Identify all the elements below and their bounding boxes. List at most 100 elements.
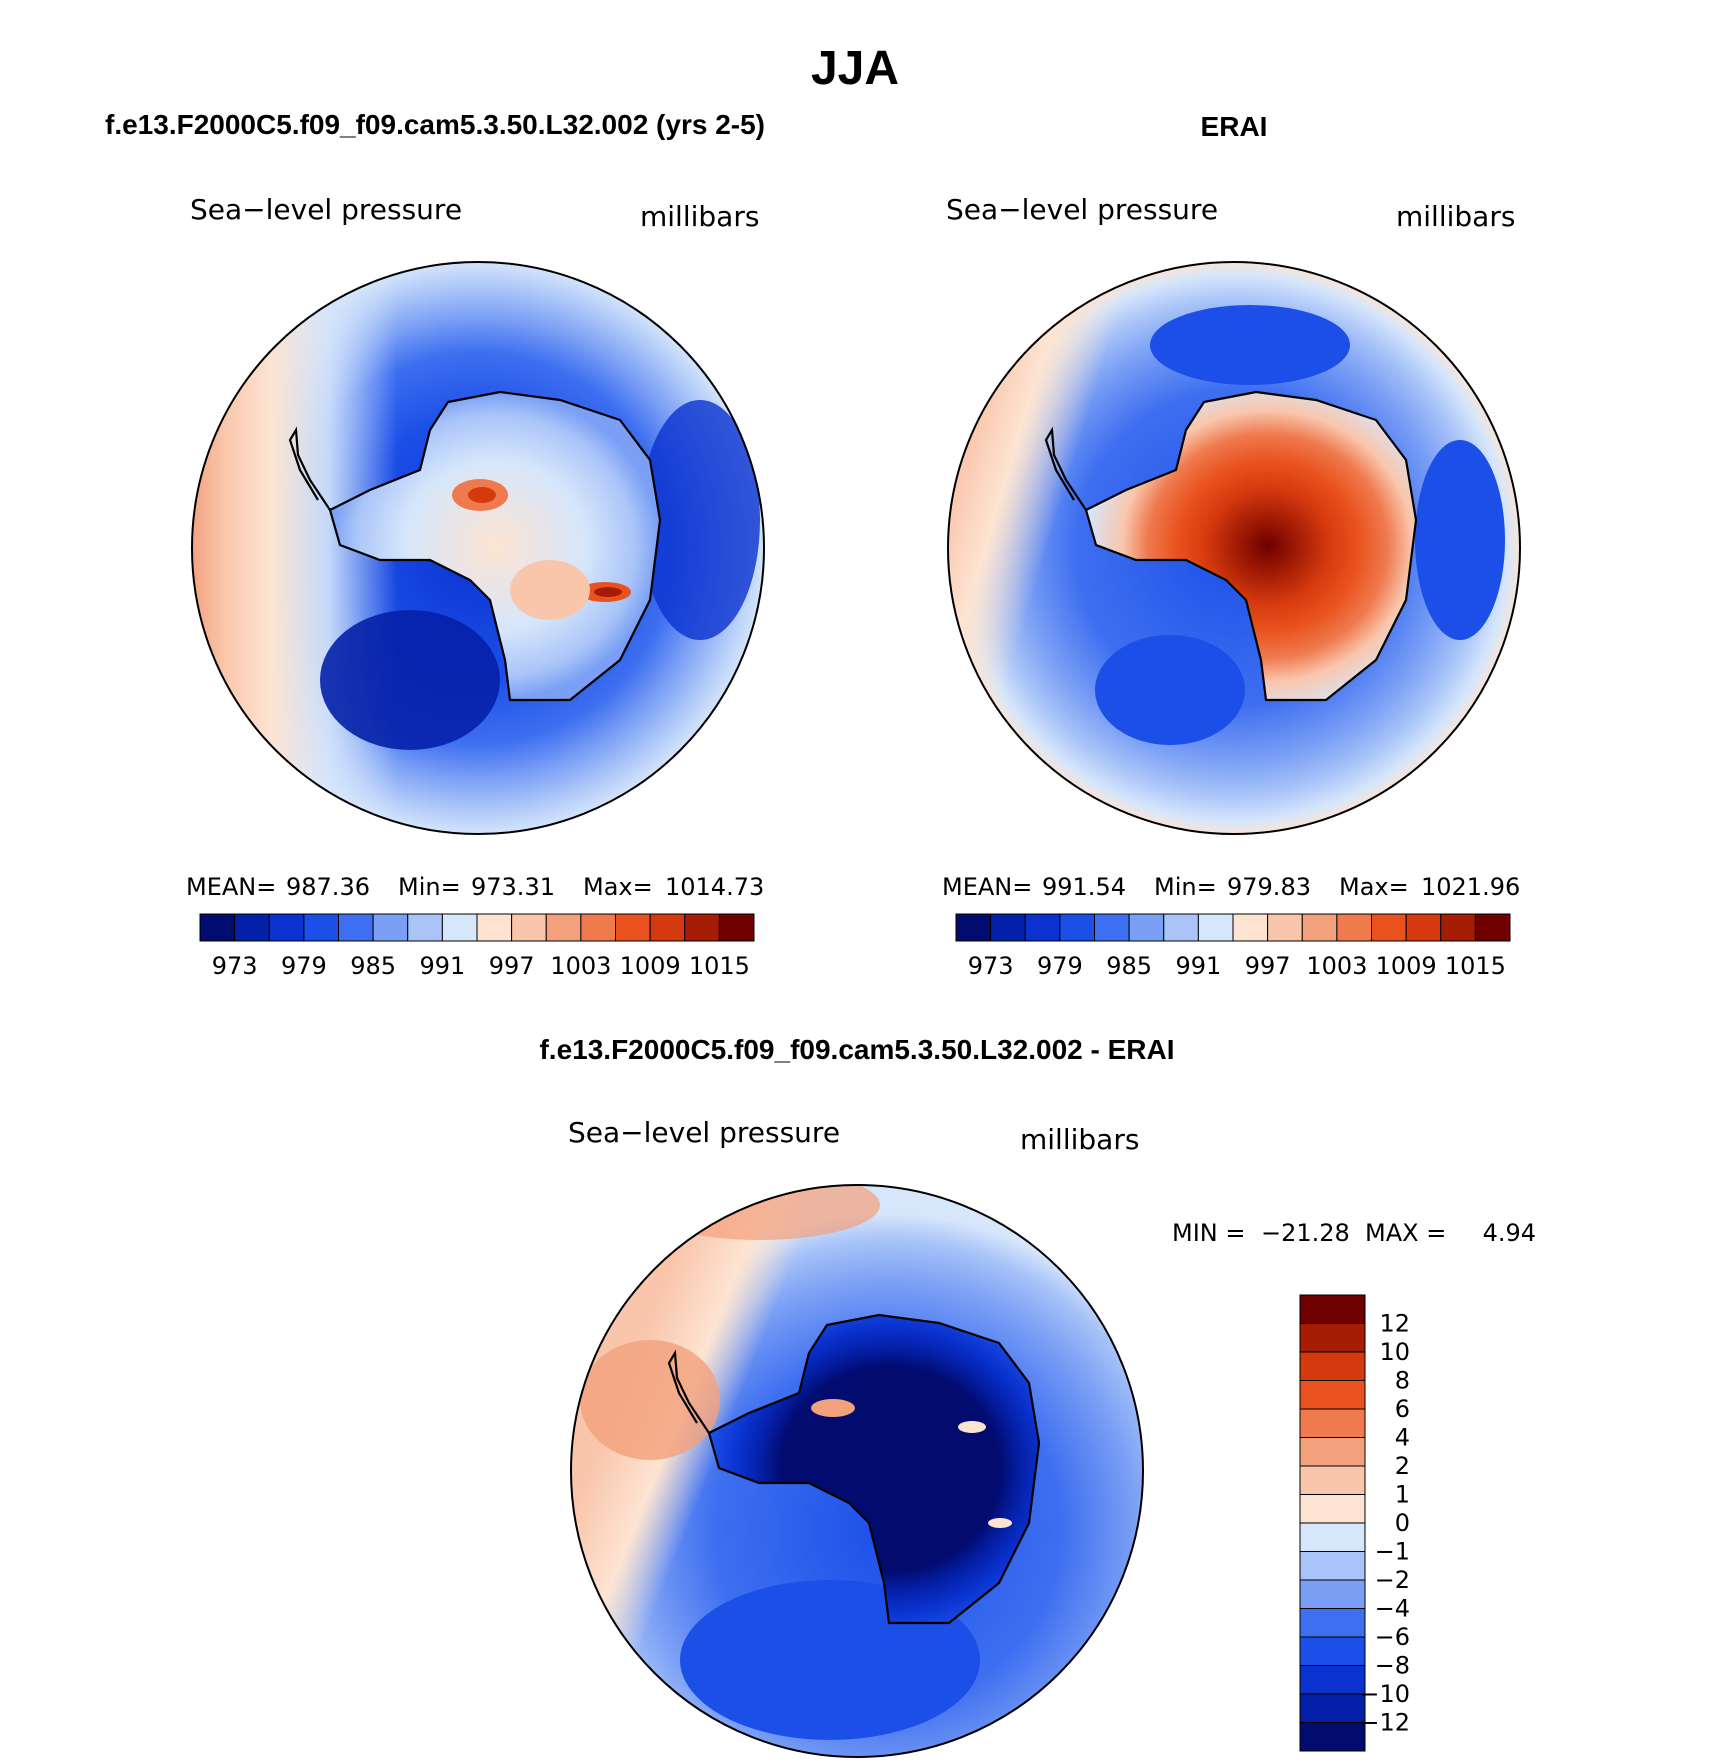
colorbar-swatch — [1299, 1551, 1366, 1581]
colorbar-swatch — [1024, 913, 1061, 942]
stat-min-value: 979.83 — [1227, 873, 1311, 901]
stat-min-value: −21.28 — [1261, 1219, 1350, 1247]
colorbar-swatch — [1059, 913, 1095, 942]
west-positive-core — [580, 1340, 720, 1460]
colorbar-tick-label: 979 — [281, 952, 327, 980]
panel-diff-border — [570, 1184, 1144, 1758]
colorbar-swatch — [1299, 1465, 1366, 1495]
colorbar-swatch — [955, 913, 992, 942]
colorbar-swatch — [545, 913, 582, 942]
colorbar-swatch — [1299, 1693, 1366, 1723]
stat-max-label: MAX = — [1365, 1219, 1446, 1247]
colorbar-tick-label: 2 — [1395, 1452, 1410, 1480]
peninsula-coastline — [667, 1349, 710, 1434]
panel-model-border — [191, 261, 765, 835]
panel-model-map — [192, 262, 764, 834]
panel-model: f.e13.F2000C5.f09_f09.cam5.3.50.L32.002 … — [105, 109, 765, 980]
positive-spot-a — [811, 1399, 855, 1417]
colorbar-swatch — [1299, 1722, 1366, 1752]
antarctica-field — [709, 1315, 1039, 1623]
colorbar-tick-label: 973 — [968, 952, 1014, 980]
peninsula-coastline — [1044, 426, 1087, 511]
panel-obs-stats: MEAN= 991.54 Min= 979.83 Max= 1021.96 — [942, 873, 1520, 901]
colorbar-tick-label: 6 — [1395, 1395, 1410, 1423]
stat-max-value: 1021.96 — [1421, 873, 1520, 901]
colorbar-swatch — [1299, 1494, 1366, 1524]
colorbar-swatch — [615, 913, 651, 942]
colorbar-tick-label: −1 — [1375, 1538, 1410, 1566]
colorbar-swatch — [684, 913, 720, 942]
panel-diff-stats: MIN = −21.28 MAX = 4.94 — [1172, 1219, 1536, 1247]
stat-mean-value: 991.54 — [1042, 873, 1126, 901]
colorbar-swatch — [338, 913, 374, 942]
colorbar-tick-label: −8 — [1375, 1652, 1410, 1680]
panel-diff-units: millibars — [1020, 1123, 1139, 1156]
stat-min-label: Min= — [1154, 873, 1217, 901]
colorbar-swatch — [1299, 1579, 1366, 1609]
colorbar-tick-label: 991 — [1175, 952, 1221, 980]
colorbar-tick-label: 1 — [1395, 1481, 1410, 1509]
stat-max-label: Max= — [583, 873, 653, 901]
colorbar-tick-label: 973 — [212, 952, 258, 980]
low-center-b — [640, 400, 760, 640]
colorbar-swatch — [1299, 1408, 1366, 1438]
colorbar-tick-label: 8 — [1395, 1367, 1410, 1395]
panel-diff-map — [571, 1185, 1143, 1757]
colorbar-tick-label: −2 — [1375, 1566, 1410, 1594]
peninsula-coastline — [288, 426, 331, 511]
land-high-a-core — [468, 487, 496, 503]
colorbar-swatch — [1405, 913, 1442, 942]
colorbar-swatch — [1301, 913, 1338, 942]
colorbar-tick-label: 1009 — [1376, 952, 1437, 980]
colorbar-swatch — [268, 913, 305, 942]
colorbar-swatch — [580, 913, 616, 942]
low-center-b — [1415, 440, 1505, 640]
colorbar-swatch — [1267, 913, 1303, 942]
colorbar-swatch — [1299, 1665, 1366, 1695]
north-positive-band — [640, 1185, 880, 1240]
antarctica-coastline — [1084, 390, 1418, 702]
colorbar-tick-label: 1003 — [550, 952, 611, 980]
colorbar-swatch — [1197, 913, 1234, 942]
colorbar-swatch — [476, 913, 513, 942]
colorbar-tick-label: 12 — [1379, 1310, 1410, 1338]
figure-title: JJA — [811, 42, 899, 95]
stat-min-value: 973.31 — [471, 873, 555, 901]
colorbar-tick-label: 997 — [1245, 952, 1291, 980]
panel-obs-map — [948, 262, 1520, 834]
colorbar-swatch — [1371, 913, 1407, 942]
colorbar-swatch — [407, 913, 443, 942]
colorbar-tick-label: 1015 — [1445, 952, 1506, 980]
panel-obs-border — [947, 261, 1521, 835]
colorbar-swatch — [1232, 913, 1269, 942]
colorbar-swatch — [199, 913, 236, 942]
stat-max-value: 1014.73 — [665, 873, 764, 901]
panel-obs: ERAI Sea−level pressure millibars MEAN= … — [942, 111, 1521, 980]
panel-model-stats: MEAN= 987.36 Min= 973.31 Max= 1014.73 — [186, 873, 764, 901]
colorbar-swatch — [718, 913, 755, 942]
colorbar-swatch — [1440, 913, 1476, 942]
stat-mean-label: MEAN= — [942, 873, 1032, 901]
colorbar-tick-label: 0 — [1395, 1509, 1410, 1537]
colorbar-swatch — [1299, 1522, 1366, 1552]
colorbar-tick-label: 10 — [1379, 1338, 1410, 1366]
antarctica-coastline — [328, 390, 662, 702]
colorbar-swatch — [234, 913, 270, 942]
colorbar-tick-label: 1009 — [620, 952, 681, 980]
colorbar-tick-label: −4 — [1375, 1595, 1410, 1623]
colorbar-tick-label: 979 — [1037, 952, 1083, 980]
panel-obs-variable: Sea−level pressure — [946, 193, 1218, 226]
colorbar-swatch — [372, 913, 409, 942]
antarctica-field — [330, 392, 660, 700]
colorbar-swatch — [441, 913, 478, 942]
stat-min-label: Min= — [398, 873, 461, 901]
panel-obs-units: millibars — [1396, 200, 1515, 233]
panel-model-units: millibars — [640, 200, 759, 233]
land-high-c — [510, 560, 590, 620]
stat-mean-label: MEAN= — [186, 873, 276, 901]
colorbar-swatch — [1163, 913, 1199, 942]
colorbar-tick-label: 985 — [1106, 952, 1152, 980]
panel-model-title: f.e13.F2000C5.f09_f09.cam5.3.50.L32.002 … — [105, 109, 765, 140]
